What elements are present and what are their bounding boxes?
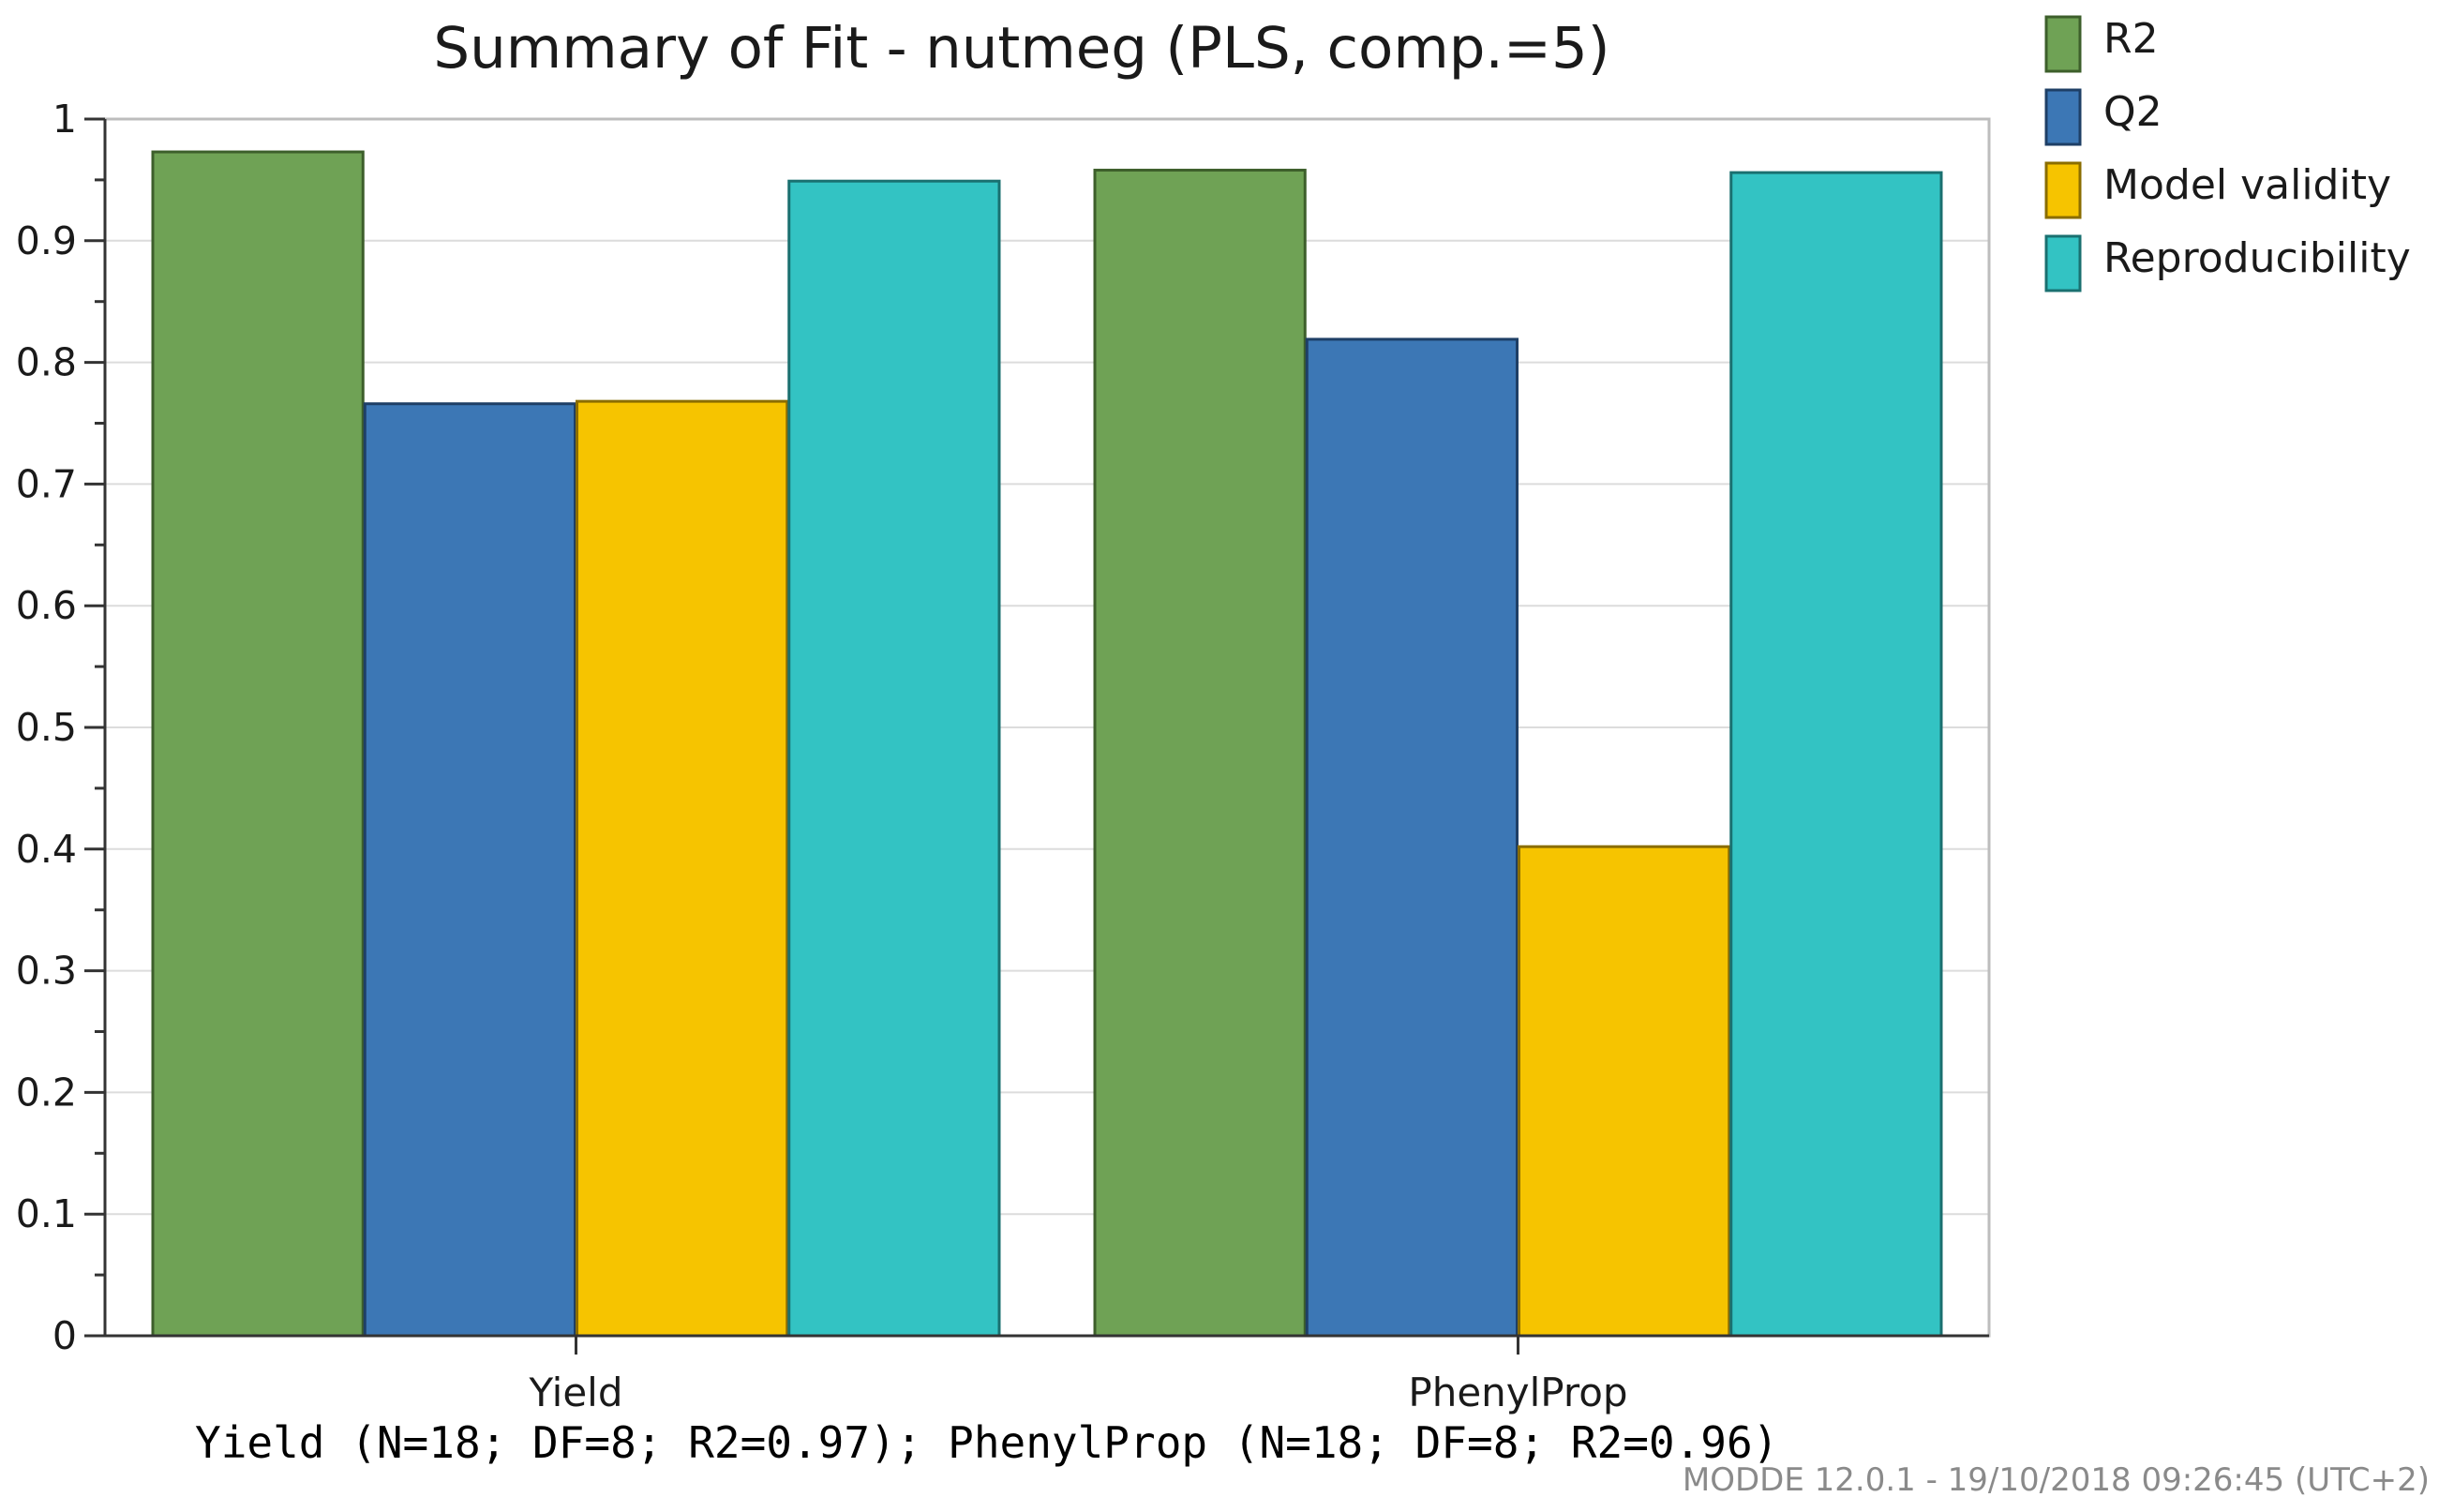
x-category-label: Yield	[529, 1370, 623, 1415]
y-axis-ticks: 0 0.1 0.2 0.3 0.4 0.5 0.6 0.7 0.8 0.9 1	[16, 97, 105, 1358]
x-category-label: PhenylProp	[1408, 1370, 1627, 1415]
bar-phenylprop-q2[interactable]	[1305, 337, 1519, 1338]
y-tick-label: 0.7	[16, 461, 77, 506]
legend-label: Model validity	[2103, 161, 2391, 209]
legend-label: Reproducibility	[2103, 234, 2411, 282]
bar-yield-model-validity[interactable]	[576, 399, 789, 1338]
chart-title: Summary of Fit - nutmeg (PLS, comp.=5)	[433, 15, 1609, 82]
y-tick-label: 0.2	[16, 1070, 77, 1115]
legend-swatch-q2[interactable]	[2044, 88, 2082, 146]
y-tick-label: 0.4	[16, 827, 77, 872]
x-axis-categories: Yield PhenylProp	[529, 1336, 1628, 1415]
bar-phenylprop-reproducibility[interactable]	[1729, 171, 1943, 1338]
model-summary-line: Yield (N=18; DF=8; R2=0.97); PhenylProp …	[195, 1417, 1778, 1468]
legend-label: R2	[2103, 15, 2159, 63]
bar-yield-r2[interactable]	[151, 150, 365, 1338]
y-tick-label: 1	[52, 97, 77, 142]
y-tick-label: 0.6	[16, 583, 77, 628]
y-tick-label: 0.8	[16, 340, 77, 385]
bar-yield-q2[interactable]	[363, 402, 576, 1338]
bar-phenylprop-r2[interactable]	[1093, 169, 1307, 1338]
bars	[151, 150, 1943, 1338]
bar-yield-reproducibility[interactable]	[787, 179, 1001, 1338]
y-tick-label: 0.9	[16, 218, 77, 263]
y-tick-label: 0.3	[16, 949, 77, 994]
legend[interactable]: R2 Q2 Model validity Reproducibility	[2044, 15, 2411, 292]
bar-phenylprop-model-validity[interactable]	[1518, 845, 1731, 1338]
y-tick-label: 0.5	[16, 705, 77, 750]
legend-label: Q2	[2103, 88, 2162, 136]
y-tick-label: 0.1	[16, 1191, 77, 1236]
legend-swatch-reproducibility[interactable]	[2044, 234, 2082, 292]
legend-swatch-r2[interactable]	[2044, 15, 2082, 73]
software-footer: MODDE 12.0.1 - 19/10/2018 09:26:45 (UTC+…	[1683, 1461, 2430, 1499]
legend-swatch-model-validity[interactable]	[2044, 161, 2082, 219]
y-tick-label: 0	[52, 1313, 77, 1358]
